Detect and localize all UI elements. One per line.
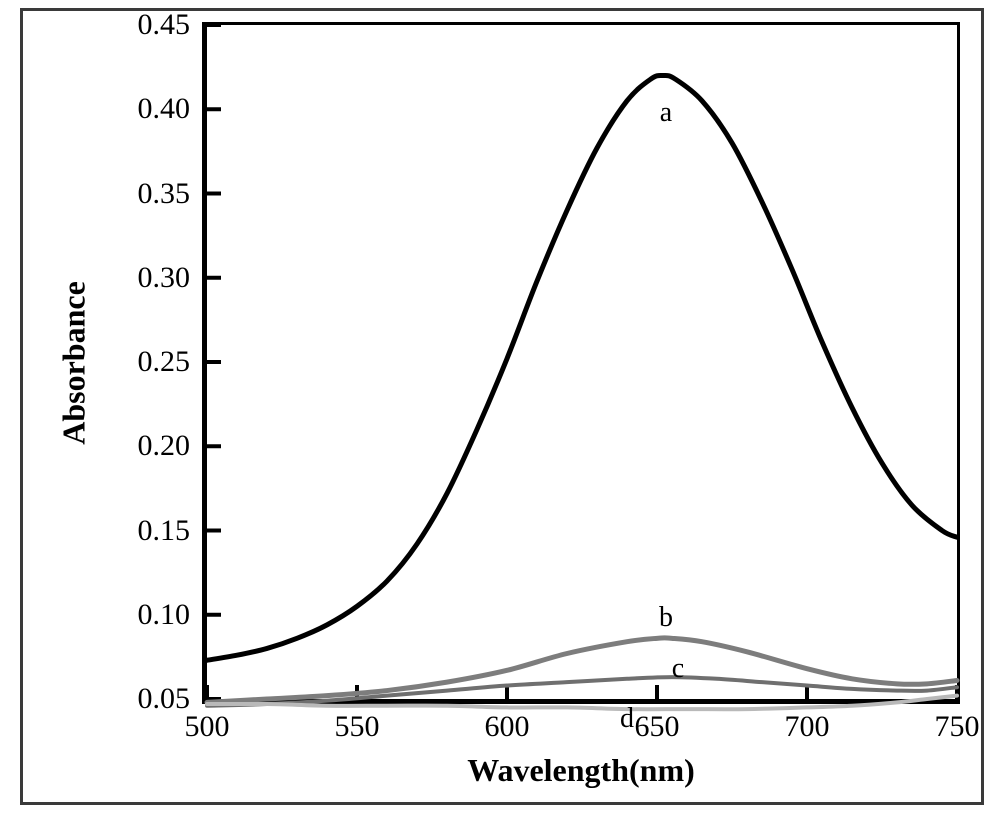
figure: Wavelength(nm) Absorbance 500 550 600 650 70… bbox=[0, 0, 1000, 819]
series-c bbox=[207, 677, 957, 706]
x-tick-label: 600 bbox=[485, 710, 530, 744]
x-tick-label: 650 bbox=[635, 710, 680, 744]
plot-area bbox=[202, 22, 960, 704]
x-axis-label: Wavelength(nm) bbox=[467, 752, 695, 789]
y-tick-label: 0.20 bbox=[138, 429, 191, 463]
y-tick-label: 0.45 bbox=[138, 8, 191, 42]
y-tick-label: 0.10 bbox=[138, 598, 191, 632]
x-tick-label: 550 bbox=[335, 710, 380, 744]
series-label-a: a bbox=[660, 97, 672, 129]
series-b bbox=[207, 638, 957, 702]
x-tick-label: 700 bbox=[785, 710, 830, 744]
plot-svg bbox=[207, 25, 957, 699]
series-label-d: d bbox=[620, 703, 634, 735]
y-tick-label: 0.05 bbox=[138, 682, 191, 716]
x-tick-label: 750 bbox=[935, 710, 980, 744]
series-label-c: c bbox=[672, 653, 684, 685]
series-label-b: b bbox=[659, 602, 673, 634]
x-tick-label: 500 bbox=[185, 710, 230, 744]
y-tick-label: 0.40 bbox=[138, 92, 191, 126]
y-axis-label: Absorbance bbox=[56, 281, 93, 445]
y-tick-label: 0.15 bbox=[138, 514, 191, 548]
y-tick-label: 0.30 bbox=[138, 261, 191, 295]
y-tick-label: 0.35 bbox=[138, 177, 191, 211]
series-a bbox=[207, 75, 957, 660]
y-tick-label: 0.25 bbox=[138, 345, 191, 379]
